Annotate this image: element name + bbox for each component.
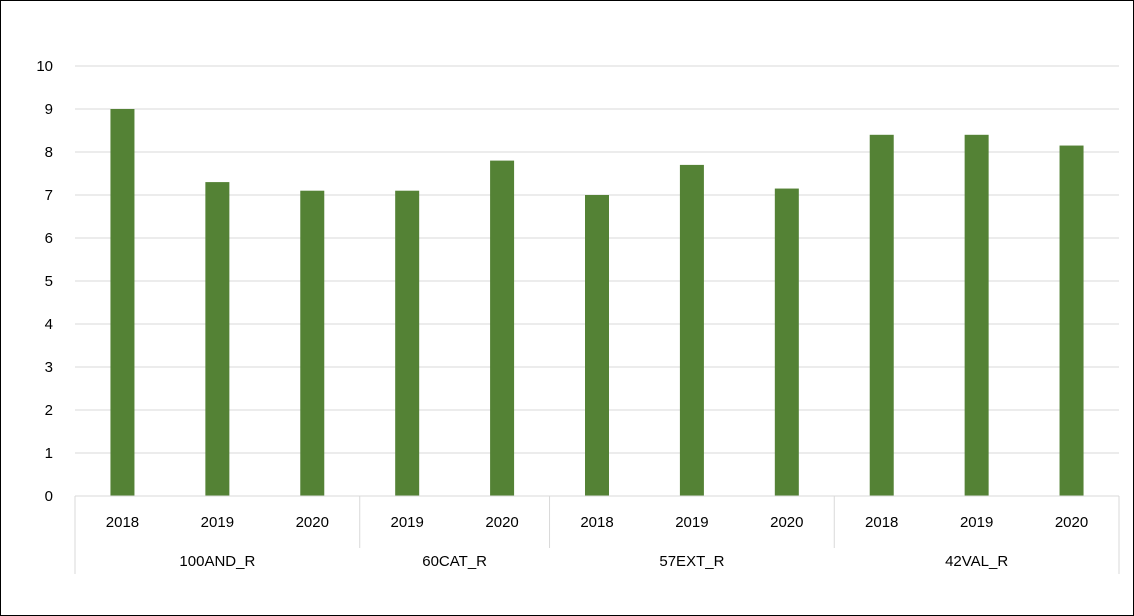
y-tick-label: 1 (45, 445, 53, 462)
x-tick-label: 2019 (201, 514, 234, 531)
x-tick-label: 2019 (960, 514, 993, 531)
x-axis: 2018 2019 2020 100AND_R 2019 2020 60CAT_R 2018 2… (74, 495, 1120, 574)
gridlines (75, 65, 1119, 454)
bar (774, 188, 799, 497)
y-tick-label: 6 (45, 230, 53, 247)
bar (679, 164, 704, 496)
y-tick-label: 5 (45, 273, 53, 290)
x-tick-label: 2020 (485, 514, 518, 531)
group-label: 57EXT_R (659, 553, 724, 570)
y-tick-label: 0 (45, 488, 53, 505)
bar (490, 160, 515, 496)
bar (300, 190, 325, 496)
x-tick-label: 2019 (390, 514, 423, 531)
x-tick-label: 2019 (675, 514, 708, 531)
y-tick-label: 3 (45, 359, 53, 376)
y-tick-label: 2 (45, 402, 53, 419)
bar (205, 182, 230, 496)
x-tick-label: 2018 (865, 514, 898, 531)
y-tick-label: 10 (36, 58, 53, 75)
x-tick-label: 2020 (296, 514, 329, 531)
x-tick-label: 2018 (580, 514, 613, 531)
group-label: 42VAL_R (945, 553, 1008, 570)
bar (110, 109, 135, 496)
group-label: 100AND_R (179, 553, 255, 570)
bar (395, 190, 420, 496)
x-tick-label: 2020 (770, 514, 803, 531)
bar (585, 195, 609, 496)
y-tick-label: 8 (45, 144, 53, 161)
x-tick-label: 2018 (106, 514, 139, 531)
bars (110, 109, 1084, 497)
y-tick-label: 7 (45, 187, 53, 204)
y-tick-label: 4 (45, 316, 53, 333)
group-label: 60CAT_R (422, 553, 487, 570)
bar (869, 134, 894, 497)
y-tick-label: 9 (45, 101, 53, 118)
bar (964, 134, 989, 497)
y-axis-tick-labels: 0 1 2 3 4 5 6 7 8 9 10 (36, 58, 53, 505)
x-tick-label: 2020 (1055, 514, 1088, 531)
bar (1059, 145, 1084, 497)
